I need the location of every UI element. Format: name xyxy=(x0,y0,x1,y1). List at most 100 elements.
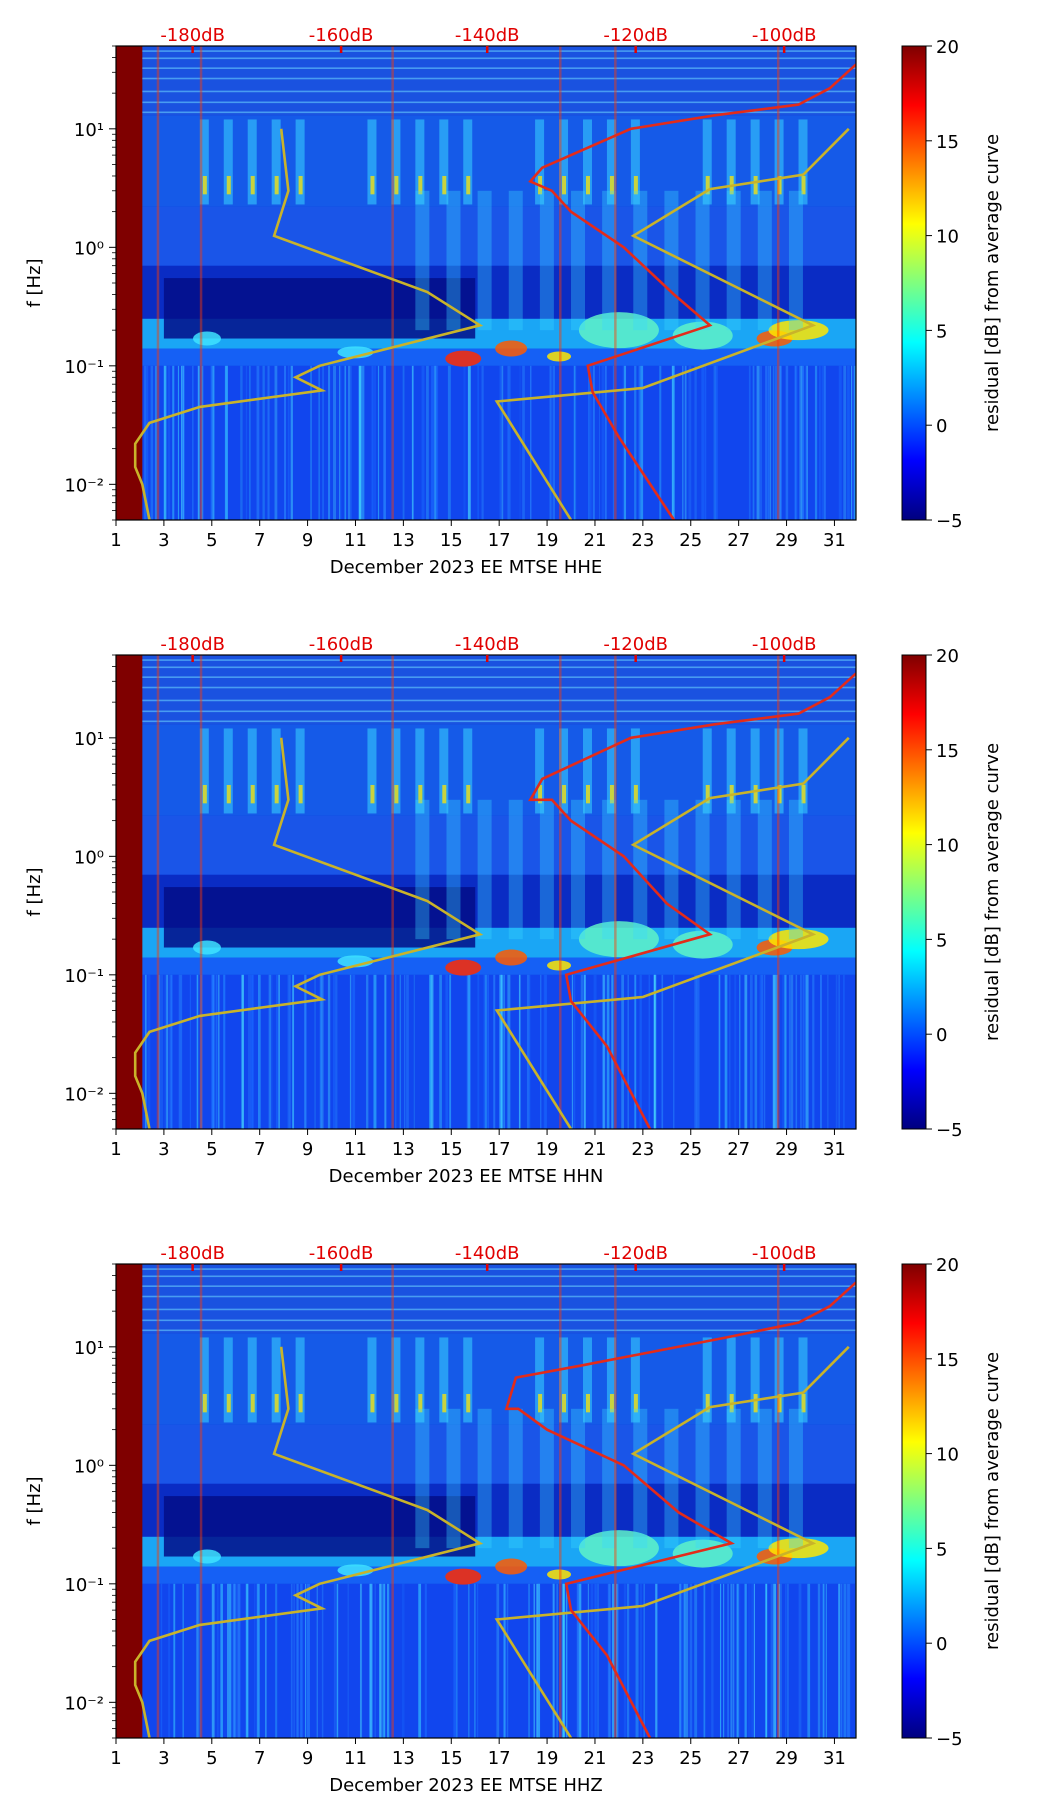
daily-noise-peak xyxy=(442,1393,447,1413)
daily-noise-column xyxy=(439,1337,449,1423)
event-spike xyxy=(199,655,203,1129)
streak xyxy=(447,365,451,520)
streak xyxy=(805,974,809,1129)
streak xyxy=(361,365,365,520)
streak xyxy=(597,1583,599,1738)
streak xyxy=(841,1583,843,1738)
x-axis-label: December 2023 EE MTSE HHE xyxy=(330,557,603,578)
streak xyxy=(588,365,590,520)
streak xyxy=(257,974,261,1129)
daily-noise-column xyxy=(247,728,257,814)
streak xyxy=(292,974,295,1129)
streak xyxy=(477,365,479,520)
streak xyxy=(624,365,627,520)
y-tick-label: 10⁻² xyxy=(64,1693,104,1714)
daily-noise-peak xyxy=(418,175,423,195)
streak xyxy=(606,974,610,1129)
streak xyxy=(795,974,798,1129)
daily-noise-column xyxy=(535,728,545,814)
y-tick-label: 10⁰ xyxy=(74,238,104,259)
harmonic-line xyxy=(142,699,856,702)
daily-noise-peak xyxy=(442,175,447,195)
streak xyxy=(820,974,822,1129)
daily-noise-column xyxy=(702,119,712,205)
daily-noise-column xyxy=(798,1337,808,1423)
streak xyxy=(211,365,215,520)
streak xyxy=(499,365,502,520)
streak xyxy=(327,974,331,1129)
daily-noise-peak xyxy=(777,175,782,195)
streak xyxy=(468,1583,470,1738)
y-tick-label: 10⁻¹ xyxy=(64,966,104,987)
streak xyxy=(682,365,684,520)
streak xyxy=(421,365,425,520)
streak xyxy=(300,1583,303,1738)
streak xyxy=(846,1583,850,1738)
streak xyxy=(752,365,755,520)
streak xyxy=(611,1583,615,1738)
streak xyxy=(382,1583,385,1738)
streak xyxy=(672,365,675,520)
streak xyxy=(689,1583,693,1738)
streak xyxy=(191,365,194,520)
storm-plume xyxy=(415,799,430,940)
storm-plume xyxy=(539,1408,554,1549)
daily-noise-column xyxy=(391,1337,401,1423)
spectrogram xyxy=(116,655,856,1129)
x-tick-label: 7 xyxy=(254,1139,265,1160)
harmonic-line xyxy=(142,659,856,661)
streak xyxy=(220,1583,224,1738)
streak xyxy=(754,974,758,1129)
harmonic-line xyxy=(142,1319,856,1322)
daily-noise-peak xyxy=(562,175,567,195)
streak xyxy=(217,1583,219,1738)
streak xyxy=(537,1583,540,1738)
streak xyxy=(449,974,452,1129)
x-tick-label: 23 xyxy=(631,1139,654,1160)
x-axis-label: December 2023 EE MTSE HHN xyxy=(329,1166,604,1187)
streak xyxy=(164,974,167,1129)
storm-plume xyxy=(757,190,772,331)
daily-noise-column xyxy=(295,1337,305,1423)
streak xyxy=(373,365,375,520)
db-label: -140dB xyxy=(455,25,520,46)
streak xyxy=(158,974,161,1129)
storm-plume xyxy=(571,799,586,940)
streak xyxy=(825,1583,828,1738)
storm-plume xyxy=(757,1408,772,1549)
storm-plume xyxy=(726,799,741,940)
streak xyxy=(694,365,697,520)
x-tick-label: 9 xyxy=(302,1139,313,1160)
daily-noise-peak xyxy=(633,1393,638,1413)
daily-noise-column xyxy=(559,728,569,814)
streak xyxy=(814,365,818,520)
daily-noise-peak xyxy=(274,784,279,804)
streak xyxy=(765,1583,767,1738)
streak xyxy=(794,365,798,520)
storm-plume xyxy=(726,190,741,331)
band-high-frequency xyxy=(116,655,856,725)
streak xyxy=(653,974,655,1129)
storm-plume xyxy=(446,190,461,331)
streak xyxy=(817,1583,821,1738)
streak xyxy=(590,1583,594,1738)
event-spike xyxy=(776,1264,780,1738)
streak xyxy=(772,974,776,1129)
streak xyxy=(215,974,217,1129)
streak xyxy=(714,365,718,520)
nhnm-curve-right xyxy=(494,736,850,1129)
streak xyxy=(601,365,605,520)
streak xyxy=(145,974,147,1129)
streak xyxy=(384,974,387,1129)
streak xyxy=(182,365,184,520)
band-low-frequency xyxy=(116,365,856,520)
streak xyxy=(160,974,163,1129)
y-tick-label: 10⁻² xyxy=(64,475,104,496)
storm-peak xyxy=(495,340,528,357)
daily-noise-column xyxy=(774,119,784,205)
streak xyxy=(727,1583,729,1738)
streak xyxy=(679,1583,681,1738)
streak xyxy=(571,974,573,1129)
streak xyxy=(684,365,687,520)
streak xyxy=(654,974,656,1129)
